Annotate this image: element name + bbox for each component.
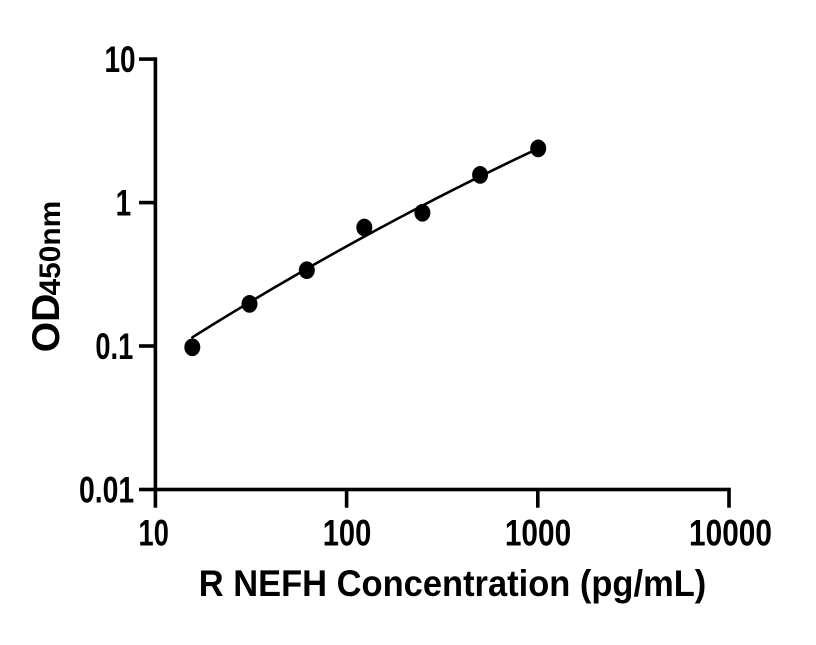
svg-text:10: 10 (139, 511, 169, 553)
svg-text:10000: 10000 (689, 512, 772, 554)
svg-text:OD: OD (25, 294, 68, 353)
svg-text:1000: 1000 (505, 512, 571, 554)
svg-text:100: 100 (323, 513, 372, 554)
svg-text:0.01: 0.01 (79, 470, 134, 512)
svg-text:10: 10 (104, 38, 135, 80)
svg-text:0.1: 0.1 (95, 325, 133, 367)
svg-text:R NEFH Concentration (pg/mL): R NEFH Concentration (pg/mL) (199, 562, 707, 605)
svg-text:450nm: 450nm (34, 201, 67, 296)
svg-text:1: 1 (116, 182, 132, 224)
